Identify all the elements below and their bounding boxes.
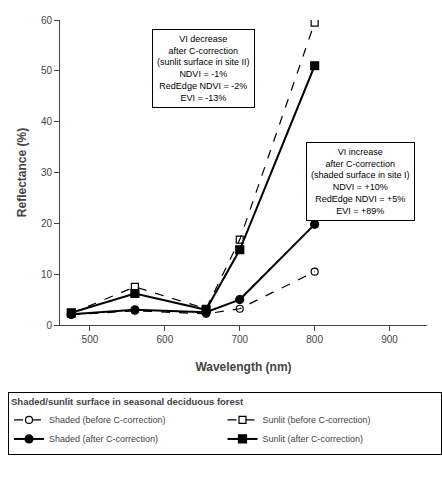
svg-text:500: 500 [82,334,99,345]
svg-text:Sunlit (after C-correction): Sunlit (after C-correction) [263,434,364,444]
svg-text:50: 50 [41,65,53,76]
svg-text:0: 0 [46,320,52,331]
svg-text:700: 700 [231,334,248,345]
svg-text:20: 20 [41,218,53,229]
svg-text:60: 60 [41,15,53,26]
svg-text:Sunlit (before C-correction): Sunlit (before C-correction) [263,415,371,425]
svg-text:800: 800 [306,334,323,345]
svg-text:Shaded (before C-correction): Shaded (before C-correction) [49,415,166,425]
svg-text:VI increaseafter C-correction(: VI increaseafter C-correction(shaded sur… [311,147,410,216]
svg-text:VI decreaseafter C-correction(: VI decreaseafter C-correction(sunlit sur… [157,34,250,103]
svg-text:Shaded/sunlit surface in seaso: Shaded/sunlit surface in seasonal decidu… [11,396,244,407]
svg-text:Shaded (after C-correction): Shaded (after C-correction) [49,434,158,444]
svg-text:40: 40 [41,116,53,127]
svg-text:Wavelength (nm): Wavelength (nm) [195,360,291,374]
svg-text:10: 10 [41,269,53,280]
svg-text:Reflectance (%): Reflectance (%) [15,128,29,217]
svg-text:30: 30 [41,167,53,178]
svg-text:600: 600 [157,334,174,345]
svg-text:900: 900 [381,334,398,345]
